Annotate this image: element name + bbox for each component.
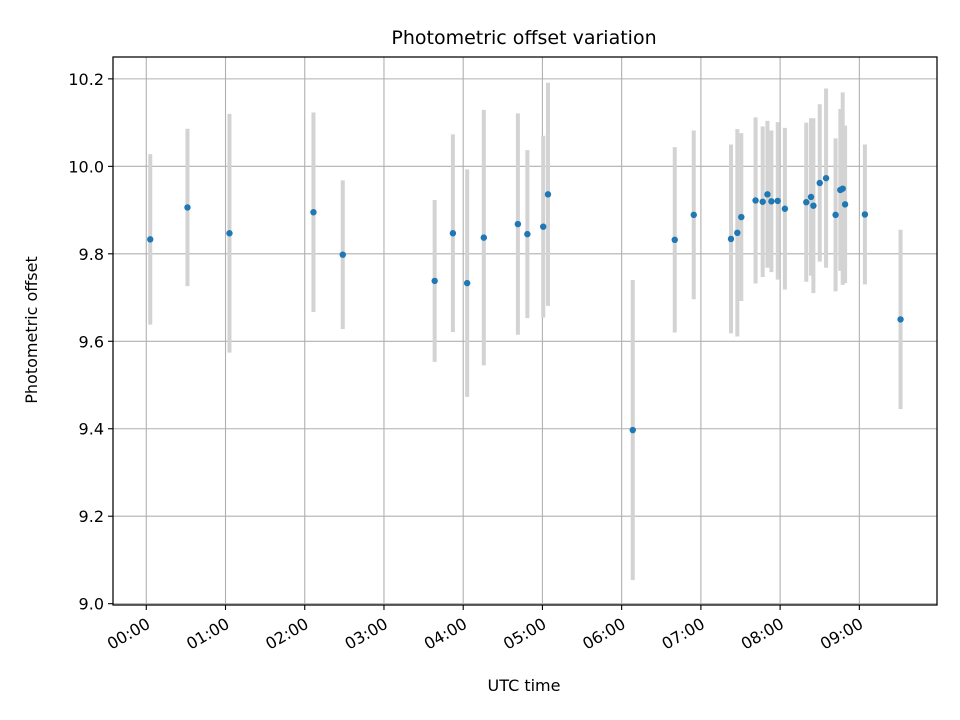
- data-point: [524, 230, 531, 238]
- data-point: [734, 229, 741, 237]
- data-point: [839, 185, 846, 192]
- data-point: [822, 174, 830, 182]
- data-point: [841, 201, 849, 208]
- data-point: [764, 191, 771, 198]
- data-point: [803, 199, 810, 206]
- data-point: [540, 223, 547, 230]
- y-tick-label: 10.0: [68, 157, 104, 176]
- y-tick-label: 9.4: [79, 420, 104, 439]
- data-point: [431, 277, 438, 285]
- data-point: [752, 197, 759, 204]
- data-point: [727, 235, 735, 243]
- data-point: [147, 236, 154, 243]
- data-point: [339, 251, 346, 258]
- data-point: [816, 179, 823, 187]
- data-point: [310, 209, 317, 216]
- y-axis-label: Photometric offset: [22, 256, 41, 404]
- data-point: [514, 220, 522, 228]
- data-point: [832, 211, 839, 219]
- x-axis-label: UTC time: [488, 676, 561, 695]
- data-point: [629, 426, 636, 434]
- data-point: [690, 211, 697, 219]
- data-point: [226, 230, 233, 237]
- data-point: [774, 197, 781, 205]
- data-point: [449, 230, 457, 237]
- data-point: [759, 198, 766, 205]
- y-tick-label: 9.2: [79, 507, 104, 526]
- y-tick-label: 9.0: [79, 595, 104, 614]
- data-point: [810, 202, 817, 209]
- data-point: [480, 234, 487, 241]
- y-tick-label: 9.8: [79, 245, 104, 264]
- y-tick-label: 10.2: [68, 70, 104, 89]
- data-point: [781, 205, 789, 212]
- data-point: [184, 204, 191, 211]
- data-point: [544, 191, 552, 198]
- chart-title: Photometric offset variation: [391, 27, 656, 49]
- data-point: [463, 279, 471, 287]
- data-point: [671, 236, 678, 244]
- data-point: [861, 211, 869, 218]
- data-points: [147, 174, 904, 434]
- plot-frame: [112, 56, 938, 606]
- data-point: [738, 213, 745, 221]
- data-point: [768, 198, 775, 205]
- data-point: [807, 193, 815, 201]
- data-point: [897, 316, 904, 323]
- y-tick-label: 9.6: [79, 332, 104, 351]
